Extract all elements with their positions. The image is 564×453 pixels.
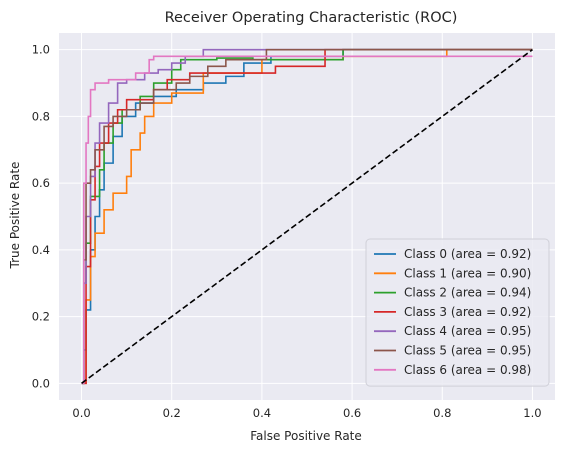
y-tick-label: 0.0 — [32, 376, 50, 390]
y-tick-label: 0.6 — [32, 176, 50, 190]
legend-entry: Class 6 (area = 0.98) — [404, 363, 531, 377]
legend-entry: Class 3 (area = 0.92) — [404, 305, 531, 319]
roc-line-class-4 — [81, 48, 533, 385]
legend-box — [365, 238, 550, 387]
roc-line-class-6 — [81, 55, 533, 385]
y-tick-label: 0.8 — [32, 109, 50, 123]
y-axis-label: True Positive Rate — [8, 162, 22, 270]
legend: Class 0 (area = 0.92) Class 1 (area = 0.9… — [365, 238, 550, 387]
x-tick-label: 0.6 — [343, 406, 361, 420]
y-tick-label: 1.0 — [32, 43, 50, 57]
legend-entry: Class 1 (area = 0.90) — [404, 266, 531, 280]
series-lines — [81, 48, 533, 385]
y-tick-label: 0.4 — [32, 243, 50, 257]
x-tick-label: 1.0 — [523, 406, 541, 420]
legend-entry: Class 4 (area = 0.95) — [404, 324, 531, 338]
tick-labels: 0.0 0.2 0.4 0.6 0.8 1.0 0.0 0.2 0.4 0.6 0.8 1.0 — [32, 43, 542, 420]
legend-entry: Class 2 (area = 0.94) — [404, 286, 531, 300]
y-tick-label: 0.2 — [32, 310, 50, 324]
legend-entry: Class 5 (area = 0.95) — [404, 344, 531, 358]
legend-entry: Class 0 (area = 0.92) — [404, 247, 531, 261]
x-axis-label: False Positive Rate — [250, 429, 362, 443]
x-tick-label: 0.0 — [72, 406, 90, 420]
x-tick-label: 0.4 — [253, 406, 271, 420]
chart-title: Receiver Operating Characteristic (ROC) — [165, 10, 458, 26]
chance-diagonal-line — [81, 49, 533, 384]
x-tick-label: 0.2 — [163, 406, 181, 420]
x-tick-label: 0.8 — [433, 406, 451, 420]
roc-line-class-5 — [81, 48, 533, 385]
roc-line-class-1 — [81, 48, 533, 385]
